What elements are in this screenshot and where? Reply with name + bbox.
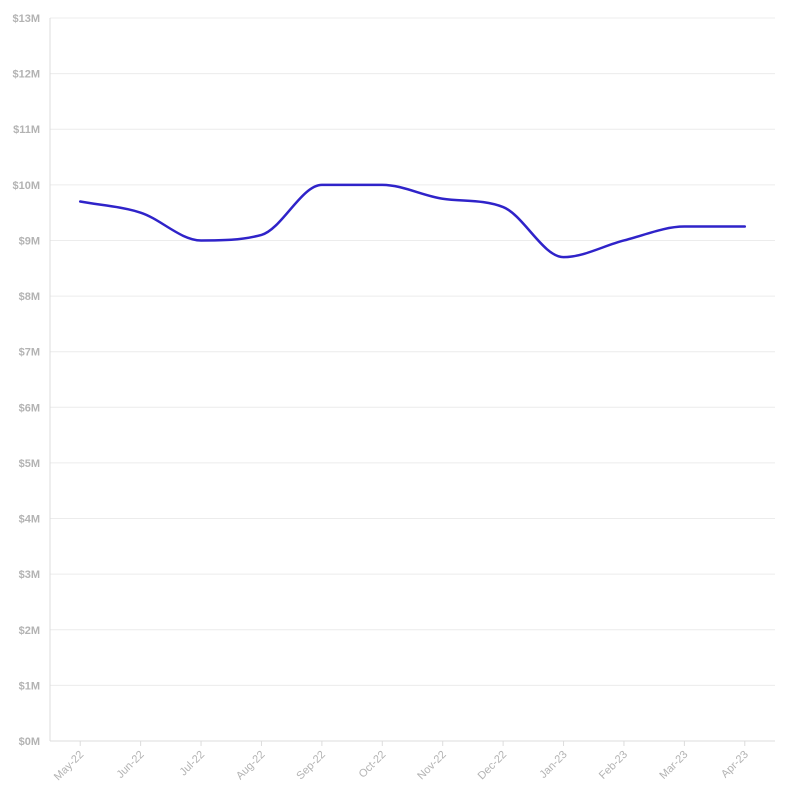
data-point-dec-22 xyxy=(500,204,506,210)
data-point-aug-22 xyxy=(258,232,264,238)
axes xyxy=(49,18,775,746)
y-tick-label: $0M xyxy=(19,736,40,748)
data-point-jan-23 xyxy=(561,254,567,260)
x-tick-label: Nov-22 xyxy=(415,749,449,783)
data-point-sep-22 xyxy=(319,182,325,188)
y-tick-label: $2M xyxy=(19,625,40,637)
x-tick-label: Sep-22 xyxy=(294,749,328,783)
series-layer xyxy=(77,182,748,260)
x-tick-label: Apr-23 xyxy=(719,749,751,781)
x-axis-tick-labels: May-22 Jun-22 Jul-22 Aug-22 Sep-22 Oct-22 Nov-… xyxy=(52,749,751,783)
y-tick-label: $9M xyxy=(19,235,40,247)
y-tick-label: $5M xyxy=(19,458,40,470)
data-point-feb-23 xyxy=(621,237,627,243)
y-tick-label: $3M xyxy=(19,569,40,581)
y-tick-label: $13M xyxy=(12,13,40,25)
x-tick-label: Jun-22 xyxy=(114,749,146,781)
x-tick-label: Mar-23 xyxy=(657,749,690,782)
data-point-jul-22 xyxy=(198,237,204,243)
x-tick-label: Jul-22 xyxy=(177,749,207,779)
y-tick-label: $1M xyxy=(19,680,40,692)
y-tick-label: $4M xyxy=(19,514,40,526)
y-tick-label: $11M xyxy=(13,124,40,136)
gridlines xyxy=(50,17,775,686)
x-tick-label: May-22 xyxy=(52,749,86,783)
data-point-apr-23 xyxy=(742,224,748,230)
x-tick-label: Feb-23 xyxy=(597,749,630,782)
y-axis-tick-labels: $0M $1M $2M $3M $4M $5M $6M $7M $8M $9M $10M $11M $1… xyxy=(12,13,40,748)
data-point-jun-22 xyxy=(138,210,144,216)
y-tick-label: $8M xyxy=(19,291,40,303)
x-tick-label: Aug-22 xyxy=(234,749,268,783)
y-tick-label: $7M xyxy=(19,347,40,359)
x-tick-label: Dec-22 xyxy=(476,749,510,783)
x-tick-label: Jan-23 xyxy=(537,749,569,781)
series-line xyxy=(78,183,747,259)
data-point-nov-22 xyxy=(440,196,446,202)
data-point-may-22 xyxy=(77,199,83,205)
x-tick-label: Oct-22 xyxy=(357,749,389,781)
y-tick-label: $12M xyxy=(12,69,40,81)
data-point-mar-23 xyxy=(681,224,687,230)
data-point-oct-22 xyxy=(379,182,385,188)
y-tick-label: $6M xyxy=(19,402,40,414)
y-tick-label: $10M xyxy=(12,180,40,192)
